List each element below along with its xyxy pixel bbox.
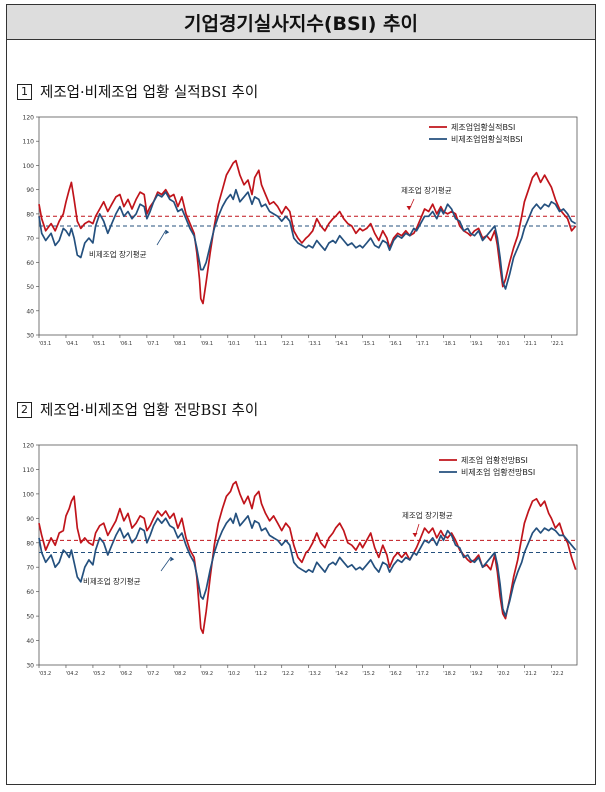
- y-tick-label-120: 120: [23, 443, 35, 450]
- legend-label-0: 제조업업황실적BSI: [451, 122, 515, 132]
- y-tick-label-90: 90: [26, 187, 34, 194]
- manufacturing-average-label: 제조업 장기평균: [401, 185, 452, 195]
- x-tick-label-19: '22.1: [551, 341, 564, 347]
- x-tick-label-5: '08.2: [174, 671, 187, 677]
- title-bar: 기업경기실사지수(BSI) 추이: [7, 5, 595, 40]
- y-tick-label-100: 100: [23, 163, 35, 170]
- non-manufacturing-average-label: 비제조업 장기평균: [83, 576, 141, 586]
- section-2-heading: 2 제조업·비제조업 업황 전망BSI 추이: [17, 399, 258, 420]
- x-tick-label-16: '19.2: [470, 671, 483, 677]
- x-tick-label-8: '11.1: [254, 341, 267, 347]
- x-tick-label-2: '05.2: [93, 671, 106, 677]
- x-tick-label-17: '20.1: [497, 341, 510, 347]
- y-tick-label-70: 70: [26, 565, 34, 572]
- section-2-title: 제조업·비제조업 업황 전망BSI 추이: [40, 403, 259, 419]
- non-manufacturing-series-line: [38, 188, 577, 290]
- x-tick-label-0: '03.2: [39, 671, 52, 677]
- y-tick-label-70: 70: [26, 236, 34, 243]
- manufacturing-series-line: [38, 159, 577, 305]
- x-tick-label-2: '05.1: [93, 341, 106, 347]
- section-1-heading: 1 제조업·비제조업 업황 실적BSI 추이: [17, 81, 258, 102]
- y-tick-label-60: 60: [26, 589, 34, 596]
- x-tick-label-9: '12.2: [281, 671, 294, 677]
- non-manufacturing-average-arrowhead: [170, 557, 175, 562]
- y-tick-label-90: 90: [26, 516, 34, 523]
- x-tick-label-3: '06.2: [120, 671, 133, 677]
- y-tick-label-50: 50: [26, 614, 34, 621]
- y-tick-label-80: 80: [26, 540, 34, 547]
- manufacturing-average-label: 제조업 장기평균: [402, 510, 453, 520]
- legend: 제조업 업황전망BSI 비제조업 업황전망BSI: [439, 455, 535, 477]
- x-tick-label-16: '19.1: [470, 341, 483, 347]
- x-tick-label-1: '04.2: [66, 671, 79, 677]
- y-tick-label-30: 30: [26, 663, 34, 670]
- x-tick-label-13: '16.2: [389, 671, 402, 677]
- x-tick-label-10: '13.1: [308, 341, 321, 347]
- legend: 제조업업황실적BSI 비제조업업황실적BSI: [429, 122, 523, 144]
- manufacturing-average-arrowhead: [412, 533, 418, 537]
- x-tick-label-15: '18.2: [443, 671, 456, 677]
- x-tick-label-0: '03.1: [39, 341, 52, 347]
- x-tick-label-14: '17.2: [416, 671, 429, 677]
- x-tick-label-3: '06.1: [120, 341, 133, 347]
- section-2-number: 2: [17, 401, 32, 418]
- x-tick-label-15: '18.1: [443, 341, 456, 347]
- x-tick-label-7: '10.2: [228, 671, 241, 677]
- manufacturing-series-line: [38, 480, 577, 635]
- x-tick-label-1: '04.1: [66, 341, 79, 347]
- non-manufacturing-average-arrow: [156, 229, 167, 246]
- chart-actual-bsi: 30 40 50 60 70 80 90 100 110 120 '03.1 '04.1 '05.1 '0…: [23, 115, 578, 347]
- y-tick-label-100: 100: [23, 491, 35, 498]
- x-tick-label-7: '10.1: [228, 341, 241, 347]
- x-tick-label-17: '20.2: [497, 671, 510, 677]
- x-tick-label-13: '16.1: [389, 341, 402, 347]
- non-manufacturing-average-arrowhead: [165, 230, 170, 235]
- y-tick-label-40: 40: [26, 638, 34, 645]
- x-tick-label-12: '15.1: [362, 341, 375, 347]
- x-tick-label-10: '13.2: [308, 671, 321, 677]
- y-tick-label-120: 120: [23, 115, 35, 122]
- non-manufacturing-series-line: [38, 512, 577, 617]
- page-frame: 기업경기실사지수(BSI) 추이 1 제조업·비제조업 업황 실적BSI 추이 …: [6, 4, 596, 785]
- y-tick-label-40: 40: [26, 308, 34, 315]
- x-tick-label-18: '21.2: [524, 671, 537, 677]
- legend-label-1: 비제조업업황실적BSI: [451, 134, 523, 144]
- y-tick-label-110: 110: [23, 467, 35, 474]
- section-1-number: 1: [17, 83, 32, 100]
- x-tick-label-6: '09.1: [201, 341, 214, 347]
- x-tick-label-4: '07.2: [147, 671, 160, 677]
- page-title: 기업경기실사지수(BSI) 추이: [183, 12, 419, 35]
- manufacturing-average-arrowhead: [406, 206, 412, 210]
- section-1-title: 제조업·비제조업 업황 실적BSI 추이: [40, 85, 259, 101]
- x-tick-label-14: '17.1: [416, 341, 429, 347]
- x-tick-label-11: '14.1: [335, 341, 348, 347]
- x-tick-label-9: '12.1: [281, 341, 294, 347]
- y-tick-label-110: 110: [23, 139, 35, 146]
- x-tick-label-11: '14.2: [335, 671, 348, 677]
- x-tick-label-19: '22.2: [551, 671, 564, 677]
- non-manufacturing-average-label: 비제조업 장기평균: [89, 249, 147, 259]
- y-tick-label-80: 80: [26, 211, 34, 218]
- x-tick-label-4: '07.1: [147, 341, 160, 347]
- x-tick-label-12: '15.2: [362, 671, 375, 677]
- y-tick-label-60: 60: [26, 260, 34, 267]
- chart-outlook-bsi: 30 40 50 60 70 80 90 100 110 120 '03.2 '04.2 '05.2 '0…: [23, 443, 578, 677]
- y-tick-label-30: 30: [26, 333, 34, 340]
- plot-area: [38, 444, 578, 666]
- legend-label-0: 제조업 업황전망BSI: [461, 455, 528, 465]
- x-tick-label-8: '11.2: [254, 671, 267, 677]
- x-tick-label-5: '08.1: [174, 341, 187, 347]
- y-tick-label-50: 50: [26, 284, 34, 291]
- legend-label-1: 비제조업 업황전망BSI: [461, 467, 535, 477]
- x-tick-label-18: '21.1: [524, 341, 537, 347]
- non-manufacturing-average-arrow: [160, 556, 172, 572]
- x-tick-label-6: '09.2: [201, 671, 214, 677]
